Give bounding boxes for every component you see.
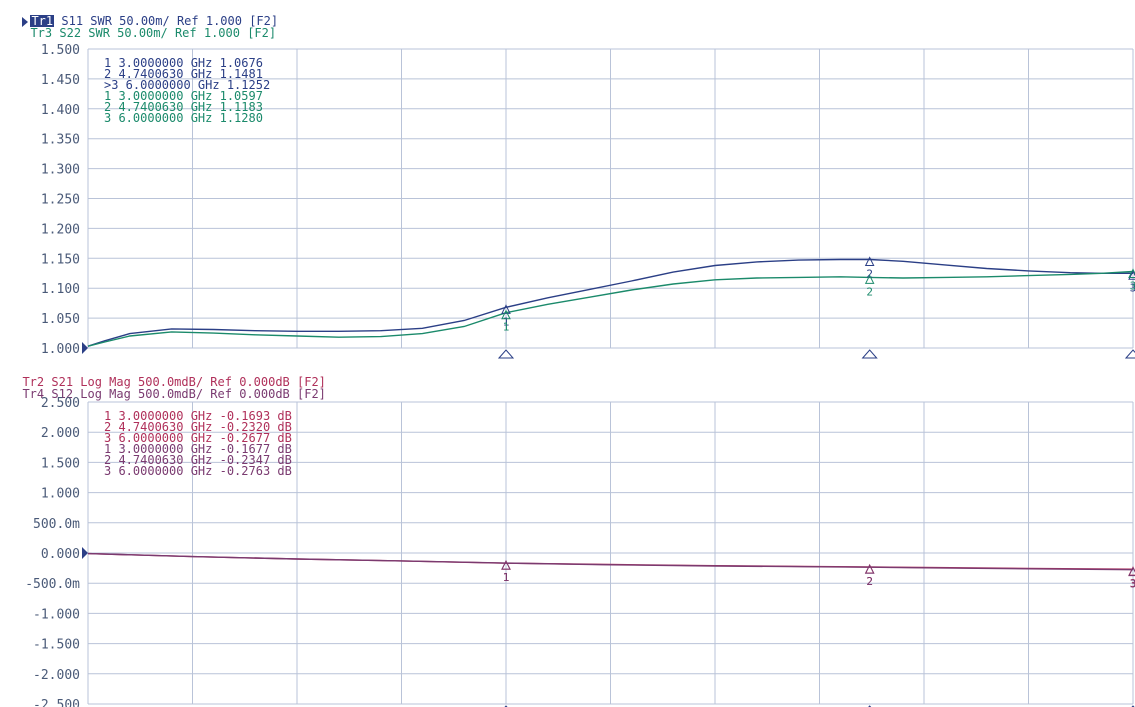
- trace-line-tr3: [87, 270, 1134, 347]
- trace-marker-tr1-1-icon[interactable]: [501, 304, 511, 314]
- trace-marker-tr3-1-icon[interactable]: [501, 309, 511, 320]
- y-tick-label: -1.000: [33, 607, 80, 622]
- trace-marker-tr4-1-icon[interactable]: [501, 560, 511, 570]
- trace-marker-tr4-3-icon[interactable]: [1128, 566, 1135, 577]
- trace-header-tr2[interactable]: Tr2 S21 Log Mag 500.0mdB/ Ref 0.000dB [F…: [8, 364, 326, 389]
- y-tick-label: 1.300: [41, 163, 80, 178]
- chart-panel-2: 2.500 2.000 1.500 1.000 500.0m 0.000 -500.0m -1…: [25, 396, 1135, 707]
- stimulus-marker-1-icon[interactable]: [497, 349, 515, 359]
- trace-tag-tr3[interactable]: Tr3: [30, 26, 53, 40]
- y-tick-label: 1.150: [41, 252, 80, 267]
- trace-marker-tr4-2-icon[interactable]: [864, 564, 875, 574]
- y-tick-label: 1.000: [41, 342, 80, 357]
- marker-readout-row: 1 3.0000000 GHz -0.1677 dB: [104, 442, 292, 456]
- trace-line-tr4: [87, 552, 1134, 571]
- marker-readout-row: 2 4.7400630 GHz -0.2347 dB: [104, 453, 292, 467]
- trace-settings-tr4: S12 Log Mag 500.0mdB/ Ref 0.000dB [F2]: [44, 387, 326, 401]
- stimulus-marker-3-icon[interactable]: [1124, 349, 1135, 359]
- trace-marker-number: 3: [1130, 279, 1135, 292]
- y-tick-label: 1.500: [41, 43, 80, 58]
- y-tick-label: 1.050: [41, 312, 80, 327]
- stimulus-marker-2-icon[interactable]: [861, 349, 878, 359]
- marker-readout-row: 1 3.0000000 GHz -0.1693 dB: [104, 409, 292, 423]
- trace-marker-number: 2: [866, 575, 873, 588]
- marker-readout-row: 2 4.7400630 GHz -0.2320 dB: [104, 420, 292, 434]
- trace-header-tr1[interactable]: Tr1 S11 SWR 50.00m/ Ref 1.000 [F2]: [8, 3, 278, 27]
- y-tick-label: 2.000: [41, 426, 80, 441]
- chart-panel-1: 1.500 1.450 1.400 1.350 1.300 1.250 1.200 1.150…: [41, 43, 1135, 359]
- y-tick-label: 0.000: [41, 547, 80, 562]
- y-tick-label: 1.000: [41, 487, 80, 502]
- y-tick-label: 1.400: [41, 103, 80, 118]
- marker-readout-row: 2 4.7400630 GHz 1.1183: [104, 100, 263, 114]
- y-tick-label: 1.350: [41, 133, 80, 148]
- trace-marker-number: 2: [866, 267, 873, 280]
- trace-settings-tr1: S11 SWR 50.00m/ Ref 1.000 [F2]: [54, 14, 279, 28]
- y-tick-label: 1.100: [41, 282, 80, 297]
- marker-readout-row: 3 6.0000000 GHz -0.2677 dB: [104, 431, 292, 445]
- trace-marker-number: 1: [503, 571, 510, 584]
- y-tick-label: -1.500: [33, 638, 80, 653]
- trace-marker-number: 3: [1130, 577, 1135, 590]
- trace-marker-tr1-2-icon[interactable]: [864, 256, 875, 266]
- y-tick-label: 1.500: [41, 456, 80, 471]
- marker-readout-row: 1 3.0000000 GHz 1.0597: [104, 89, 263, 103]
- reference-level-arrow-icon[interactable]: [82, 547, 88, 559]
- trace-settings-tr3: S22 SWR 50.00m/ Ref 1.000 [F2]: [52, 26, 277, 40]
- reference-level-arrow-icon[interactable]: [82, 342, 88, 354]
- marker-readout-row: >3 6.0000000 GHz 1.1252: [104, 78, 270, 92]
- trace-tag-tr2[interactable]: Tr2: [22, 375, 45, 389]
- trace-marker-tr3-2-icon[interactable]: [864, 274, 875, 284]
- trace-header-tr4[interactable]: Tr4 S12 Log Mag 500.0mdB/ Ref 0.000dB [F…: [8, 376, 326, 401]
- trace-marker-number: 1: [503, 321, 510, 334]
- trace-settings-tr2: S21 Log Mag 500.0mdB/ Ref 0.000dB [F2]: [44, 375, 326, 389]
- y-tick-label: 1.450: [41, 73, 80, 88]
- trace-marker-number: 1: [503, 315, 510, 328]
- active-trace-arrow-icon: [22, 16, 29, 27]
- trace-marker-number: 2: [866, 285, 873, 298]
- y-tick-label: 1.200: [41, 222, 80, 237]
- marker-readout-row: 1 3.0000000 GHz 1.0676: [104, 56, 263, 70]
- y-tick-label: 500.0m: [33, 517, 80, 532]
- y-tick-label: -500.0m: [25, 577, 80, 592]
- trace-marker-tr3-3-icon[interactable]: [1128, 268, 1135, 278]
- marker-readout-row: 3 6.0000000 GHz 1.1280: [104, 111, 263, 125]
- y-tick-label: -2.000: [33, 668, 80, 683]
- trace-marker-tr1-3-icon[interactable]: [1128, 270, 1135, 280]
- trace-marker-number: 1: [503, 571, 510, 584]
- trace-tag-tr4[interactable]: Tr4: [22, 387, 45, 401]
- trace-header-tr3[interactable]: Tr3 S22 SWR 50.00m/ Ref 1.000 [F2]: [8, 15, 276, 39]
- marker-readout-row: 2 4.7400630 GHz 1.1481: [104, 67, 263, 81]
- trace-marker-number: 3: [1130, 578, 1135, 591]
- y-tick-label: 2.500: [41, 396, 80, 411]
- trace-tag-tr1[interactable]: Tr1: [30, 14, 55, 28]
- trace-marker-number: 3: [1130, 281, 1135, 294]
- y-tick-label: -2.500: [33, 698, 80, 707]
- marker-readout-row: 3 6.0000000 GHz -0.2763 dB: [104, 464, 292, 478]
- trace-marker-number: 2: [866, 575, 873, 588]
- y-tick-label: 1.250: [41, 193, 80, 208]
- trace-line-tr1: [87, 258, 1133, 347]
